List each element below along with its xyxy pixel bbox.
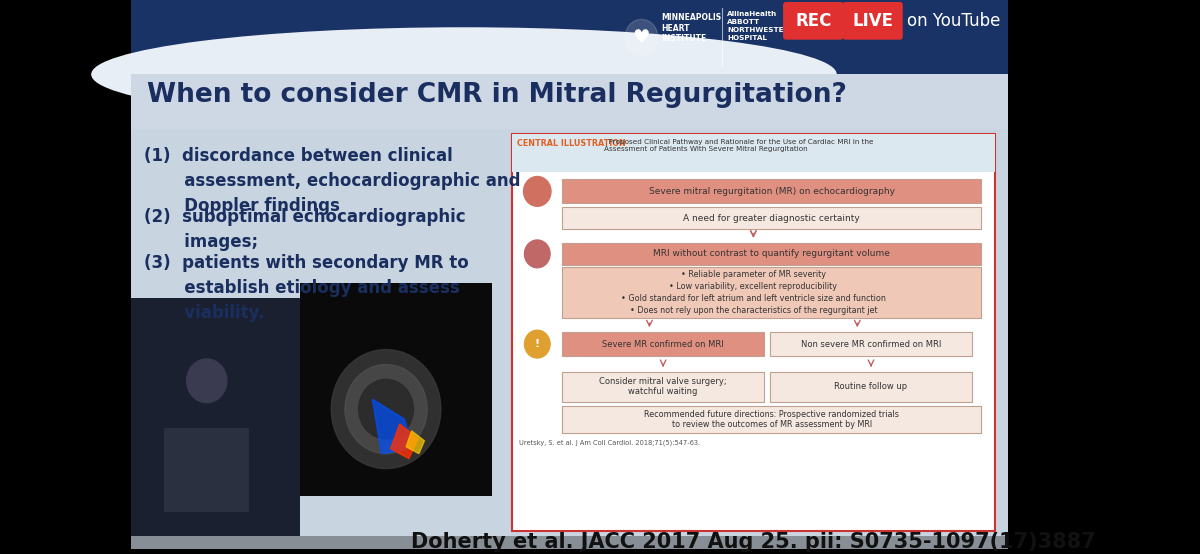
Text: (1)  discordance between clinical
       assessment, echocardiographic and
     : (1) discordance between clinical assessm… bbox=[144, 147, 521, 215]
Polygon shape bbox=[372, 399, 414, 454]
Text: (2)  suboptimal echocardiographic
       images;: (2) suboptimal echocardiographic images; bbox=[144, 208, 466, 252]
FancyBboxPatch shape bbox=[784, 2, 844, 40]
FancyBboxPatch shape bbox=[562, 372, 764, 402]
Text: ♥: ♥ bbox=[632, 28, 650, 47]
FancyBboxPatch shape bbox=[0, 0, 131, 550]
FancyBboxPatch shape bbox=[562, 267, 982, 319]
FancyBboxPatch shape bbox=[770, 332, 972, 356]
Circle shape bbox=[523, 177, 551, 206]
FancyBboxPatch shape bbox=[164, 428, 248, 512]
FancyBboxPatch shape bbox=[770, 372, 972, 402]
Polygon shape bbox=[406, 431, 425, 454]
FancyBboxPatch shape bbox=[300, 283, 492, 496]
Text: LIVE: LIVE bbox=[852, 12, 893, 30]
Circle shape bbox=[524, 330, 550, 358]
Text: REC: REC bbox=[796, 12, 832, 30]
FancyBboxPatch shape bbox=[131, 74, 1008, 129]
Text: Routine follow up: Routine follow up bbox=[834, 382, 907, 391]
FancyBboxPatch shape bbox=[131, 0, 1008, 74]
Text: • Reliable parameter of MR severity
• Low variability, excellent reproducibility: • Reliable parameter of MR severity • Lo… bbox=[620, 270, 886, 315]
Polygon shape bbox=[391, 424, 418, 459]
Text: Non severe MR confirmed on MRI: Non severe MR confirmed on MRI bbox=[800, 340, 941, 348]
Text: Proposed Clinical Pathway and Rationale for the Use of Cardiac MRI in the
Assess: Proposed Clinical Pathway and Rationale … bbox=[604, 139, 874, 152]
Text: Consider mitral valve surgery;
watchful waiting: Consider mitral valve surgery; watchful … bbox=[599, 377, 727, 397]
FancyBboxPatch shape bbox=[131, 129, 1008, 536]
Circle shape bbox=[524, 240, 550, 268]
Text: When to consider CMR in Mitral Regurgitation?: When to consider CMR in Mitral Regurgita… bbox=[148, 83, 847, 109]
FancyBboxPatch shape bbox=[562, 406, 982, 433]
FancyBboxPatch shape bbox=[131, 0, 1008, 536]
FancyBboxPatch shape bbox=[842, 2, 902, 40]
FancyBboxPatch shape bbox=[1008, 0, 1097, 550]
Circle shape bbox=[187, 359, 227, 403]
FancyBboxPatch shape bbox=[511, 134, 995, 531]
Text: Severe MR confirmed on MRI: Severe MR confirmed on MRI bbox=[602, 340, 724, 348]
Text: MINNEAPOLIS
HEART
INSTITUTE: MINNEAPOLIS HEART INSTITUTE bbox=[661, 13, 721, 43]
FancyBboxPatch shape bbox=[562, 332, 764, 356]
Circle shape bbox=[625, 19, 658, 55]
Circle shape bbox=[331, 350, 440, 469]
Text: Severe mitral regurgitation (MR) on echocardiography: Severe mitral regurgitation (MR) on echo… bbox=[649, 187, 895, 196]
Text: Doherty et al. JACC 2017 Aug 25. pii: S0735-1097(17)3887: Doherty et al. JACC 2017 Aug 25. pii: S0… bbox=[412, 532, 1096, 552]
FancyBboxPatch shape bbox=[511, 134, 995, 172]
Text: on YouTube: on YouTube bbox=[907, 12, 1001, 30]
Circle shape bbox=[344, 365, 427, 454]
Text: !: ! bbox=[535, 339, 540, 349]
Text: Recommended future directions: Prospective randomized trials
to review the outco: Recommended future directions: Prospecti… bbox=[644, 410, 899, 429]
FancyBboxPatch shape bbox=[562, 179, 982, 203]
Text: A need for greater diagnostic certainty: A need for greater diagnostic certainty bbox=[683, 214, 860, 223]
FancyBboxPatch shape bbox=[562, 243, 982, 265]
Text: MRI without contrast to quantify regurgitant volume: MRI without contrast to quantify regurgi… bbox=[653, 249, 890, 258]
Circle shape bbox=[359, 379, 414, 439]
Ellipse shape bbox=[91, 27, 836, 121]
FancyBboxPatch shape bbox=[131, 297, 300, 536]
Text: AllinaHealth
ABBOTT
NORTHWESTERN
HOSPITAL: AllinaHealth ABBOTT NORTHWESTERN HOSPITA… bbox=[727, 11, 796, 41]
FancyBboxPatch shape bbox=[131, 536, 1008, 550]
Text: Uretsky, S. et al. J Am Coll Cardiol. 2018;71(5):547-63.: Uretsky, S. et al. J Am Coll Cardiol. 20… bbox=[518, 439, 700, 446]
Text: (3)  patients with secondary MR to
       establish etiology and assess
       v: (3) patients with secondary MR to establ… bbox=[144, 254, 469, 322]
Text: CENTRAL ILLUSTRATION: CENTRAL ILLUSTRATION bbox=[517, 139, 626, 148]
FancyBboxPatch shape bbox=[562, 207, 982, 229]
